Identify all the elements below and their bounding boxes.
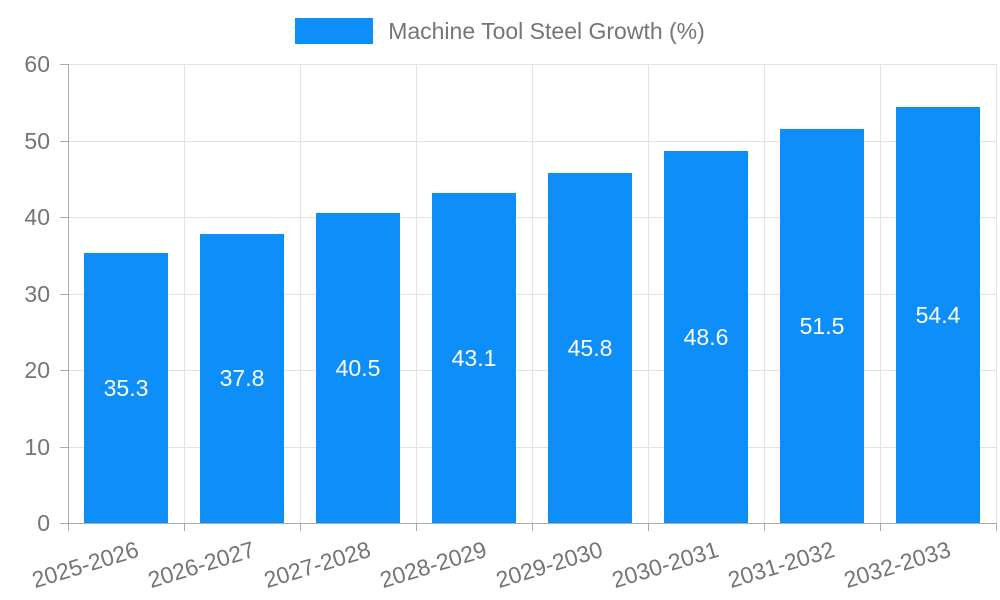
y-axis-tick (60, 523, 68, 524)
y-axis-tick-label: 60 (24, 51, 50, 77)
y-axis-tick (60, 217, 68, 218)
x-axis-tick-label: 2032-2033 (840, 536, 954, 594)
bar[interactable] (896, 106, 980, 523)
x-axis-tick (416, 523, 417, 531)
x-axis-tick (300, 523, 301, 531)
gridline-vertical (416, 64, 417, 523)
x-axis-tick (532, 523, 533, 531)
gridline-vertical (532, 64, 533, 523)
x-axis-tick-label: 2026-2027 (144, 536, 258, 594)
y-axis-tick-label: 40 (24, 204, 50, 230)
x-axis-tick (648, 523, 649, 531)
y-axis-tick-label: 0 (37, 510, 50, 536)
y-axis-tick-label: 50 (24, 127, 50, 154)
y-axis-tick (60, 370, 68, 371)
y-axis-line (68, 64, 69, 531)
x-axis-tick (996, 523, 997, 531)
bar[interactable] (548, 172, 632, 523)
bar[interactable] (200, 233, 284, 523)
gridline-vertical (184, 64, 185, 523)
y-axis-tick (60, 64, 68, 65)
x-axis-tick-label: 2029-2030 (492, 536, 606, 594)
y-axis-tick (60, 140, 68, 142)
x-axis-tick (880, 523, 881, 531)
y-axis-tick (60, 293, 68, 295)
bar[interactable] (664, 151, 748, 523)
bar[interactable] (316, 213, 400, 523)
bar[interactable] (432, 193, 516, 523)
gridline-vertical (880, 64, 881, 523)
gridline-vertical (996, 64, 997, 523)
gridline-vertical (764, 64, 765, 523)
y-axis-tick-label: 20 (24, 357, 50, 383)
x-axis-tick-label: 2027-2028 (260, 536, 374, 594)
x-axis-tick-label: 2028-2029 (376, 536, 490, 594)
gridline-vertical (300, 64, 301, 523)
bar[interactable] (780, 129, 864, 523)
x-axis-tick (184, 523, 185, 531)
legend-label: Machine Tool Steel Growth (%) (388, 18, 705, 44)
x-axis-line (68, 523, 996, 524)
y-axis-tick-label: 30 (24, 280, 50, 307)
legend-item[interactable]: Machine Tool Steel Growth (%) (0, 17, 1000, 45)
y-axis-tick-label: 10 (24, 433, 50, 460)
x-axis-tick-label: 2030-2031 (608, 536, 722, 594)
x-axis-tick-label: 2025-2026 (28, 536, 142, 594)
y-axis-tick (60, 446, 68, 448)
bar[interactable] (84, 252, 168, 523)
gridline-vertical (648, 64, 649, 523)
x-axis-tick-label: 2031-2032 (724, 536, 838, 594)
x-axis-tick (764, 523, 765, 531)
legend-swatch (295, 18, 374, 44)
